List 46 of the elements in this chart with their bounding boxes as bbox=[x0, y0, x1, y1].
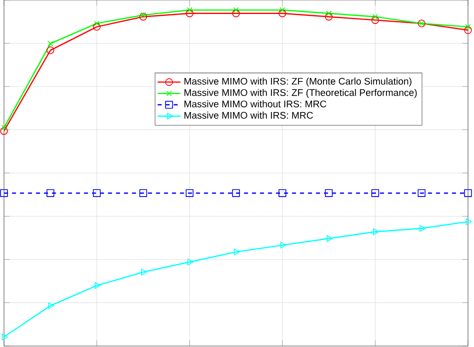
point bbox=[232, 9, 240, 18]
point bbox=[326, 235, 333, 242]
point bbox=[92, 22, 101, 31]
point bbox=[140, 12, 146, 18]
legend-label: Massive MIMO with IRS: ZF (Theoretical Performance) bbox=[184, 88, 417, 98]
point bbox=[48, 302, 54, 310]
point bbox=[233, 7, 239, 13]
point bbox=[2, 334, 8, 340]
point bbox=[371, 16, 380, 24]
point bbox=[280, 242, 286, 249]
legend-label: Massive MIMO with IRS: MRC bbox=[184, 112, 313, 119]
point bbox=[324, 12, 333, 21]
point bbox=[280, 7, 286, 13]
point bbox=[278, 189, 286, 197]
point bbox=[139, 12, 148, 21]
point bbox=[46, 189, 54, 197]
point bbox=[94, 20, 100, 26]
legend-label: Massive MIMO without IRS: MRC bbox=[184, 100, 326, 108]
point bbox=[1, 124, 7, 130]
legend-label: Massive MIMO with IRS: ZF (Monte Carlo Simulation) bbox=[184, 78, 412, 87]
point bbox=[418, 189, 426, 197]
point bbox=[464, 26, 472, 34]
point bbox=[466, 218, 472, 226]
point bbox=[0, 127, 8, 135]
point bbox=[326, 10, 332, 16]
point bbox=[464, 189, 472, 197]
point bbox=[186, 9, 194, 18]
point bbox=[278, 9, 286, 18]
point bbox=[419, 224, 426, 232]
point bbox=[234, 248, 240, 256]
point bbox=[46, 46, 54, 54]
point bbox=[324, 189, 333, 197]
point bbox=[0, 189, 8, 197]
point bbox=[141, 268, 148, 276]
point bbox=[232, 189, 240, 197]
point bbox=[373, 228, 380, 236]
point bbox=[371, 189, 380, 197]
point bbox=[186, 189, 194, 197]
point bbox=[94, 282, 101, 289]
point bbox=[187, 258, 194, 266]
point bbox=[186, 7, 192, 13]
point bbox=[139, 189, 148, 197]
point bbox=[92, 189, 101, 197]
point bbox=[372, 14, 378, 20]
point bbox=[465, 24, 471, 30]
point bbox=[48, 40, 54, 46]
